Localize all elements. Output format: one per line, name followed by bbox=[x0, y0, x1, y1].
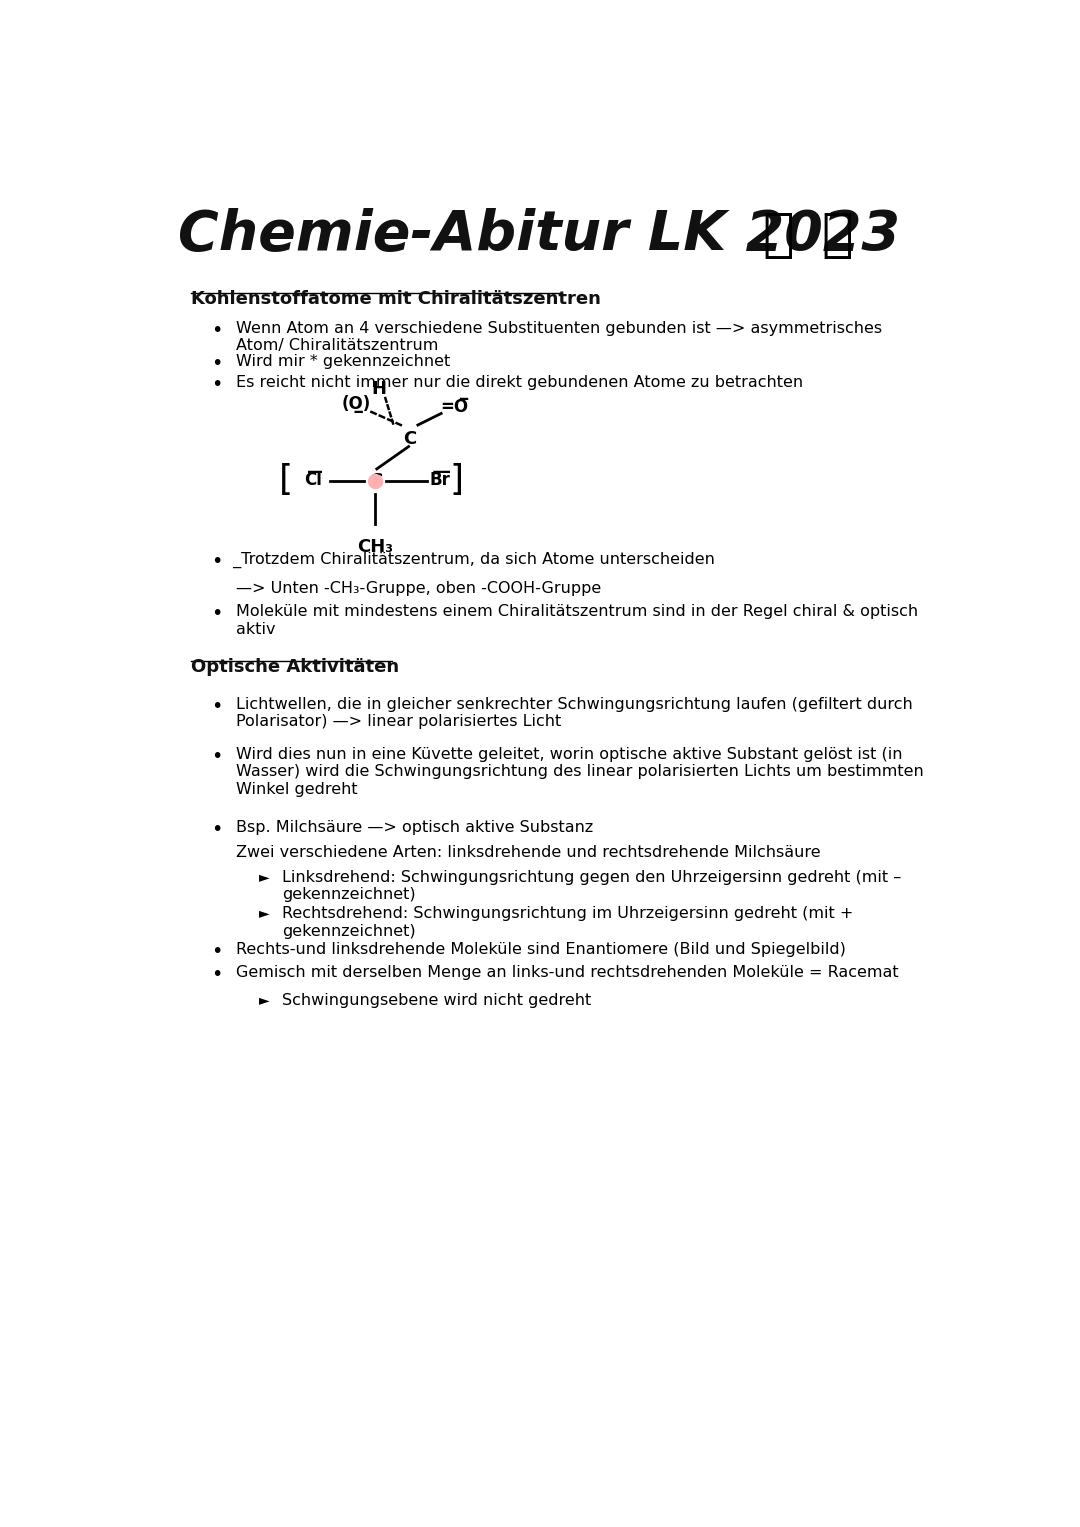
Text: ̲Trotzdem Chiralitätszentrum, da sich Atome unterscheiden: ̲Trotzdem Chiralitätszentrum, da sich At… bbox=[235, 553, 715, 568]
Text: Lichtwellen, die in gleicher senkrechter Schwingungsrichtung laufen (gefiltert d: Lichtwellen, die in gleicher senkrechter… bbox=[235, 696, 913, 730]
Text: Chemie-Abitur LK 2023: Chemie-Abitur LK 2023 bbox=[177, 208, 900, 261]
Text: C: C bbox=[368, 472, 382, 490]
Text: [: [ bbox=[279, 463, 293, 496]
Text: •: • bbox=[211, 354, 222, 373]
Text: Linksdrehend: Schwingungsrichtung gegen den Uhrzeigersinn gedreht (mit –
gekennz: Linksdrehend: Schwingungsrichtung gegen … bbox=[282, 870, 902, 902]
Text: Wird mir * gekennzeichnet: Wird mir * gekennzeichnet bbox=[235, 354, 450, 370]
Text: •: • bbox=[211, 820, 222, 838]
Text: B̅r̅: B̅r̅ bbox=[429, 470, 450, 489]
Text: Wird dies nun in eine Küvette geleitet, worin optische aktive Substant gelöst is: Wird dies nun in eine Küvette geleitet, … bbox=[235, 747, 923, 797]
Text: ►: ► bbox=[259, 993, 270, 1008]
Text: •: • bbox=[211, 696, 222, 716]
Text: •: • bbox=[211, 605, 222, 623]
Text: Es reicht nicht immer nur die direkt gebundenen Atome zu betrachten: Es reicht nicht immer nur die direkt geb… bbox=[235, 376, 802, 389]
Text: •: • bbox=[211, 553, 222, 571]
Text: Rechtsdrehend: Schwingungsrichtung im Uhrzeigersinn gedreht (mit +
gekennzeichne: Rechtsdrehend: Schwingungsrichtung im Uh… bbox=[282, 906, 853, 939]
Text: —> Unten -CH₃-Gruppe, oben -COOH-Gruppe: —> Unten -CH₃-Gruppe, oben -COOH-Gruppe bbox=[235, 580, 600, 596]
Text: Zwei verschiedene Arten: linksdrehende und rechtsdrehende Milchsäure: Zwei verschiedene Arten: linksdrehende u… bbox=[235, 846, 821, 860]
Text: Wenn Atom an 4 verschiedene Substituenten gebunden ist —> asymmetrisches
Atom/ C: Wenn Atom an 4 verschiedene Substituente… bbox=[235, 321, 882, 353]
Text: •: • bbox=[211, 376, 222, 394]
Text: C: C bbox=[404, 431, 417, 447]
Text: =O̅: =O̅ bbox=[441, 397, 469, 415]
Text: H: H bbox=[372, 380, 387, 399]
Text: Kohlenstoffatome mit Chiralitätszentren: Kohlenstoffatome mit Chiralitätszentren bbox=[191, 290, 600, 308]
Text: Gemisch mit derselben Menge an links-und rechtsdrehenden Moleküle = Racemat: Gemisch mit derselben Menge an links-und… bbox=[235, 965, 899, 980]
Text: •: • bbox=[211, 942, 222, 960]
Text: ]: ] bbox=[449, 463, 463, 496]
Text: 🧪: 🧪 bbox=[762, 209, 795, 261]
Text: Moleküle mit mindestens einem Chiralitätszentrum sind in der Regel chiral & opti: Moleküle mit mindestens einem Chiralität… bbox=[235, 605, 918, 637]
Text: (O̲): (O̲) bbox=[341, 395, 370, 414]
Text: Rechts-und linksdrehende Moleküle sind Enantiomere (Bild und Spiegelbild): Rechts-und linksdrehende Moleküle sind E… bbox=[235, 942, 846, 957]
Text: Schwingungsebene wird nicht gedreht: Schwingungsebene wird nicht gedreht bbox=[282, 993, 592, 1008]
Text: 🧫: 🧫 bbox=[821, 209, 852, 261]
Text: Bsp. Milchsäure —> optisch aktive Substanz: Bsp. Milchsäure —> optisch aktive Substa… bbox=[235, 820, 593, 835]
Text: C̅l̅: C̅l̅ bbox=[305, 470, 322, 489]
Text: CH₃: CH₃ bbox=[357, 538, 393, 556]
Text: •: • bbox=[211, 747, 222, 767]
Text: •: • bbox=[211, 965, 222, 983]
Text: Optische Aktivitäten: Optische Aktivitäten bbox=[191, 658, 399, 676]
Text: ►: ► bbox=[259, 906, 270, 921]
Text: •: • bbox=[211, 321, 222, 341]
Text: ►: ► bbox=[259, 870, 270, 884]
